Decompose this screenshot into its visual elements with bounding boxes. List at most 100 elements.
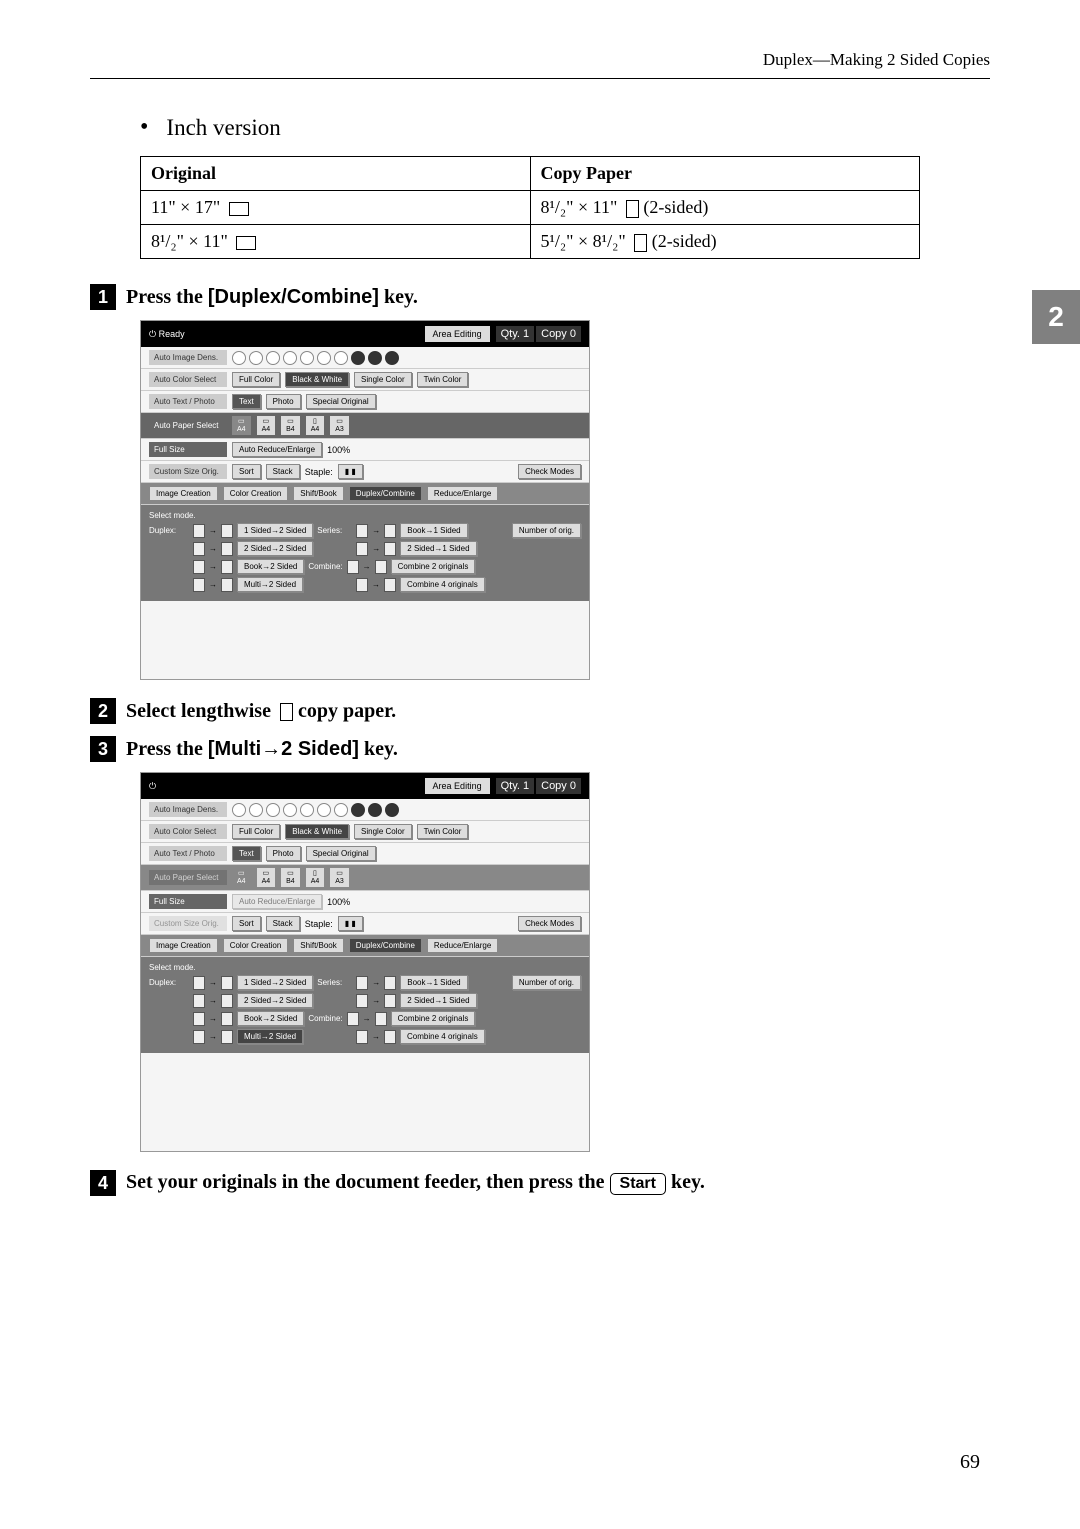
duplex-book2-button[interactable]: Book→2 Sided (237, 1011, 304, 1026)
special-original-button[interactable]: Special Original (306, 394, 376, 409)
full-color-button[interactable]: Full Color (232, 824, 280, 839)
text-button[interactable]: Text (232, 394, 261, 409)
qty-display: Qty. 1 (496, 326, 535, 342)
step-number-icon: 1 (90, 284, 116, 310)
combine-4-button[interactable]: Combine 4 originals (400, 577, 485, 592)
paper-tray-button[interactable]: ▭B4 (281, 868, 300, 887)
number-orig-button[interactable]: Number of orig. (512, 975, 581, 990)
series-2to1-button[interactable]: 2 Sided→1 Sided (400, 541, 476, 556)
special-original-button[interactable]: Special Original (306, 846, 376, 861)
photo-button[interactable]: Photo (266, 846, 301, 861)
text-button[interactable]: Text (232, 846, 261, 861)
table-cell-copy: 5¹/₂" × 8¹/₂" (2-sided) (530, 225, 920, 259)
staple-opt-button[interactable]: ▮ ▮ (338, 916, 363, 931)
check-modes-button[interactable]: Check Modes (518, 464, 581, 479)
series-book1-button[interactable]: Book→1 Sided (400, 523, 467, 538)
photo-button[interactable]: Photo (266, 394, 301, 409)
table-row: 8¹/₂" × 11" 5¹/₂" × 8¹/₂" (2-sided) (141, 225, 920, 259)
paper-tray-button[interactable]: ▭A4 (232, 416, 251, 435)
step-2: 2 Select lengthwise copy paper. (90, 698, 990, 724)
duplex-multi2-button[interactable]: Multi→2 Sided (237, 1029, 303, 1044)
paper-tray-button[interactable]: ▭A4 (257, 416, 276, 435)
series-label: Series: (317, 978, 352, 987)
combine-2-button[interactable]: Combine 2 originals (391, 1011, 476, 1026)
tab-reduce-enlarge[interactable]: Reduce/Enlarge (427, 938, 498, 953)
stack-button[interactable]: Stack (266, 464, 300, 479)
staple-label: Staple: (305, 467, 333, 477)
inch-version-heading: Inch version (140, 114, 990, 141)
paper-tray-button[interactable]: ▭A4 (232, 868, 251, 887)
header-section-title: Duplex—Making 2 Sided Copies (763, 50, 990, 69)
auto-text-photo-button[interactable]: Auto Text / Photo (149, 394, 227, 409)
paper-tray-button[interactable]: ▭A3 (330, 416, 349, 435)
series-book1-button[interactable]: Book→1 Sided (400, 975, 467, 990)
table-cell-copy: 8¹/₂" × 11" (2-sided) (530, 191, 920, 225)
tab-shift-book[interactable]: Shift/Book (293, 486, 343, 501)
tab-color-creation[interactable]: Color Creation (223, 938, 289, 953)
full-size-button[interactable]: Full Size (149, 442, 227, 457)
twin-color-button[interactable]: Twin Color (417, 372, 469, 387)
tab-shift-book[interactable]: Shift/Book (293, 938, 343, 953)
twin-color-button[interactable]: Twin Color (417, 824, 469, 839)
tab-duplex-combine[interactable]: Duplex/Combine (349, 938, 422, 953)
bw-button[interactable]: Black & White (285, 824, 349, 839)
combine-2-button[interactable]: Combine 2 originals (391, 559, 476, 574)
portrait-icon (634, 234, 647, 252)
sort-button[interactable]: Sort (232, 464, 261, 479)
number-orig-button[interactable]: Number of orig. (512, 523, 581, 538)
control-panel-screenshot-2: ⏻ Area Editing Qty. 1 Copy 0 Auto Image … (140, 772, 590, 1152)
duplex-1to2-button[interactable]: 1 Sided→2 Sided (237, 523, 313, 538)
combine-4-button[interactable]: Combine 4 originals (400, 1029, 485, 1044)
control-panel-screenshot-1: ⏻ Ready Area Editing Qty. 1 Copy 0 Auto … (140, 320, 590, 680)
duplex-2to2-button[interactable]: 2 Sided→2 Sided (237, 993, 313, 1008)
full-size-button[interactable]: Full Size (149, 894, 227, 909)
single-color-button[interactable]: Single Color (354, 372, 412, 387)
area-editing-button[interactable]: Area Editing (425, 326, 490, 342)
auto-image-dens-button[interactable]: Auto Image Dens. (149, 350, 227, 365)
select-mode-label: Select mode. (149, 511, 581, 520)
paper-tray-button[interactable]: ▭B4 (281, 416, 300, 435)
table-cell-original: 11" × 17" (141, 191, 531, 225)
auto-paper-select-button[interactable]: Auto Paper Select (149, 418, 227, 433)
bw-button[interactable]: Black & White (285, 372, 349, 387)
copy-display: Copy 0 (536, 326, 581, 342)
step-text: Set your originals in the document feede… (126, 1171, 705, 1195)
table-cell-original: 8¹/₂" × 11" (141, 225, 531, 259)
paper-tray-button[interactable]: ▯A4 (306, 868, 325, 887)
auto-reduce-button[interactable]: Auto Reduce/Enlarge (232, 894, 322, 909)
auto-paper-select-button[interactable]: Auto Paper Select (149, 870, 227, 885)
page-number: 69 (960, 1451, 980, 1474)
area-editing-button[interactable]: Area Editing (425, 778, 490, 794)
auto-color-select-button[interactable]: Auto Color Select (149, 824, 227, 839)
duplex-1to2-button[interactable]: 1 Sided→2 Sided (237, 975, 313, 990)
duplex-2to2-button[interactable]: 2 Sided→2 Sided (237, 541, 313, 556)
paper-tray-button[interactable]: ▭A3 (330, 868, 349, 887)
paper-tray-button[interactable]: ▯A4 (306, 416, 325, 435)
single-color-button[interactable]: Single Color (354, 824, 412, 839)
auto-image-dens-button[interactable]: Auto Image Dens. (149, 802, 227, 817)
density-scale[interactable] (232, 351, 399, 365)
combine-label: Combine: (308, 1014, 342, 1023)
check-modes-button[interactable]: Check Modes (518, 916, 581, 931)
tab-image-creation[interactable]: Image Creation (149, 938, 218, 953)
full-color-button[interactable]: Full Color (232, 372, 280, 387)
paper-tray-button[interactable]: ▭A4 (257, 868, 276, 887)
auto-reduce-button[interactable]: Auto Reduce/Enlarge (232, 442, 322, 457)
tab-reduce-enlarge[interactable]: Reduce/Enlarge (427, 486, 498, 501)
custom-size-button[interactable]: Custom Size Orig. (149, 916, 227, 931)
tab-color-creation[interactable]: Color Creation (223, 486, 289, 501)
density-scale[interactable] (232, 803, 399, 817)
series-2to1-button[interactable]: 2 Sided→1 Sided (400, 993, 476, 1008)
sort-button[interactable]: Sort (232, 916, 261, 931)
auto-text-photo-button[interactable]: Auto Text / Photo (149, 846, 227, 861)
duplex-multi2-button[interactable]: Multi→2 Sided (237, 577, 303, 592)
size-percent: 100% (327, 445, 350, 455)
tab-image-creation[interactable]: Image Creation (149, 486, 218, 501)
staple-opt-button[interactable]: ▮ ▮ (338, 464, 363, 479)
custom-size-button[interactable]: Custom Size Orig. (149, 464, 227, 479)
auto-color-select-button[interactable]: Auto Color Select (149, 372, 227, 387)
tab-duplex-combine[interactable]: Duplex/Combine (349, 486, 422, 501)
duplex-book2-button[interactable]: Book→2 Sided (237, 559, 304, 574)
stack-button[interactable]: Stack (266, 916, 300, 931)
combine-label: Combine: (308, 562, 342, 571)
